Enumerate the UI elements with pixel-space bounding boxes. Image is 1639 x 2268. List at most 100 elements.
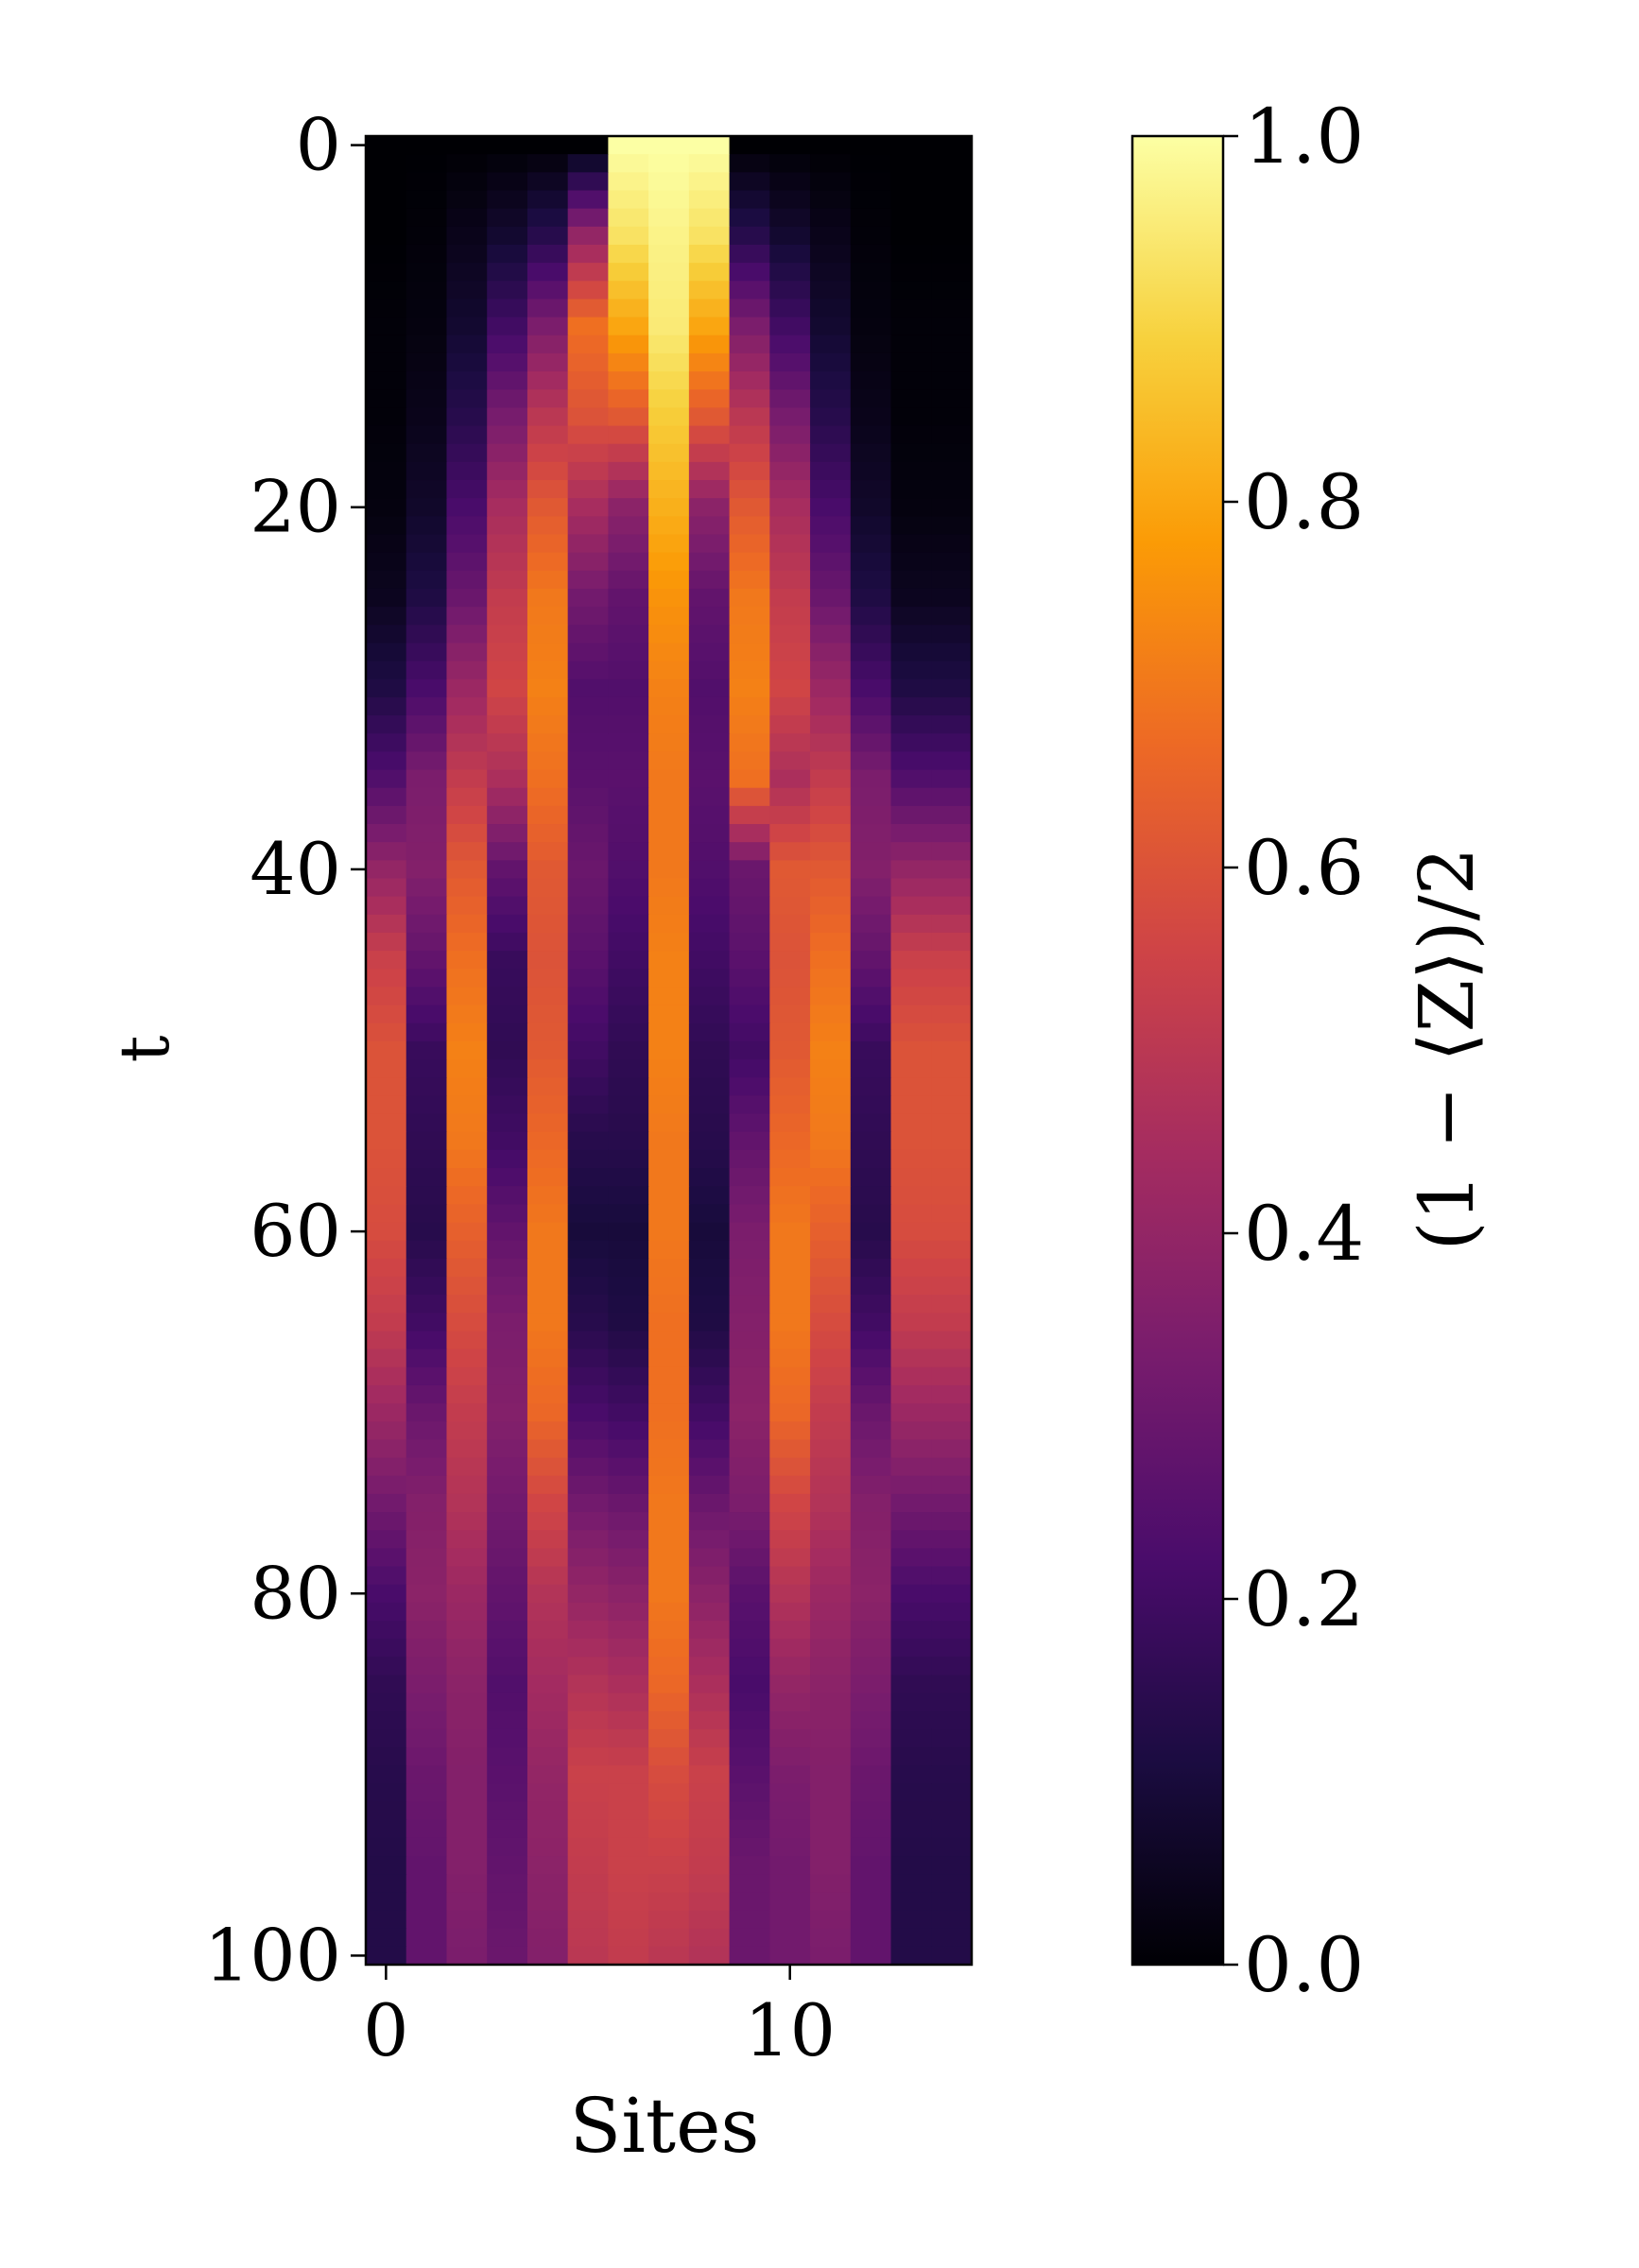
heatmap-cell	[769, 352, 811, 372]
heatmap-cell	[405, 352, 448, 372]
heatmap-cell	[366, 425, 407, 445]
heatmap-cell	[931, 1095, 973, 1115]
heatmap-cell	[446, 1765, 488, 1785]
heatmap-cell	[366, 1295, 407, 1314]
heatmap-cell	[648, 1692, 690, 1712]
heatmap-cell	[769, 1747, 811, 1766]
heatmap-cell	[931, 1493, 973, 1513]
heatmap-cell	[931, 643, 973, 662]
heatmap-cell	[608, 1113, 649, 1133]
heatmap-cell	[405, 1457, 448, 1477]
heatmap-cell	[608, 1349, 649, 1368]
heatmap-cell	[769, 1928, 811, 1948]
heatmap-cell	[405, 425, 448, 445]
heatmap-cell	[931, 696, 973, 716]
heatmap-cell	[648, 552, 690, 572]
heatmap-cell	[648, 878, 690, 898]
heatmap-cell	[608, 136, 649, 155]
heatmap-cell	[850, 1349, 892, 1368]
heatmap-cell	[526, 461, 569, 481]
heatmap-cell	[567, 987, 609, 1006]
heatmap-cell	[567, 1710, 609, 1730]
heatmap-cell	[567, 1892, 609, 1912]
heatmap-cell	[405, 932, 448, 952]
heatmap-cell	[890, 425, 932, 445]
heatmap-cell	[446, 1295, 488, 1314]
heatmap-cell	[487, 1620, 528, 1640]
heatmap-cell	[729, 588, 770, 608]
heatmap-cell	[487, 1439, 528, 1459]
heatmap-cell	[890, 1295, 932, 1314]
heatmap-cell	[648, 1313, 690, 1332]
heatmap-cell	[769, 1493, 811, 1513]
heatmap-cell	[729, 1584, 770, 1604]
heatmap-cell	[769, 1276, 811, 1296]
heatmap-cell	[648, 299, 690, 318]
heatmap-cell	[526, 1403, 569, 1422]
heatmap-cell	[487, 588, 528, 608]
heatmap-cell	[366, 1728, 407, 1748]
heatmap-cell	[931, 842, 973, 861]
heatmap-cell	[405, 1168, 448, 1187]
heatmap-cell	[526, 1421, 569, 1441]
heatmap-cell	[810, 1657, 852, 1676]
heatmap-cell	[366, 1204, 407, 1224]
heatmap-cell	[405, 516, 448, 536]
heatmap-cell	[567, 1530, 609, 1549]
heatmap-cell	[487, 1131, 528, 1151]
heatmap-cell	[850, 516, 892, 536]
heatmap-cell	[446, 1113, 488, 1133]
heatmap-cell	[890, 969, 932, 988]
heatmap-cell	[608, 263, 649, 282]
heatmap-cell	[366, 1421, 407, 1441]
heatmap-cell	[366, 1639, 407, 1658]
heatmap-cell	[850, 534, 892, 554]
heatmap-cell	[931, 1910, 973, 1930]
heatmap-cell	[648, 1276, 690, 1296]
heatmap-cell	[931, 625, 973, 644]
heatmap-cell	[648, 1113, 690, 1133]
heatmap-cell	[648, 588, 690, 608]
heatmap-cell	[366, 1566, 407, 1586]
heatmap-cell	[648, 1131, 690, 1151]
heatmap-cell	[931, 607, 973, 626]
heatmap-cell	[366, 1366, 407, 1386]
heatmap-cell	[890, 1222, 932, 1242]
heatmap-cell	[366, 317, 407, 336]
heatmap-cell	[567, 226, 609, 246]
heatmap-cell	[688, 1548, 731, 1568]
heatmap-cell	[648, 1366, 690, 1386]
heatmap-cell	[405, 389, 448, 408]
heatmap-cell	[810, 172, 852, 192]
heatmap-cell	[890, 208, 932, 228]
heatmap-cell	[931, 552, 973, 572]
heatmap-cell	[567, 1801, 609, 1821]
heatmap-cell	[850, 1313, 892, 1332]
heatmap-cell	[405, 1837, 448, 1857]
heatmap-cell	[487, 1856, 528, 1875]
heatmap-cell	[608, 1222, 649, 1242]
heatmap-cell	[608, 1439, 649, 1459]
heatmap-cell	[688, 842, 731, 861]
heatmap-cell	[890, 1657, 932, 1676]
heatmap-cell	[608, 1584, 649, 1604]
heatmap-cell	[890, 1475, 932, 1495]
heatmap-cell	[931, 136, 973, 155]
heatmap-cell	[526, 1384, 569, 1404]
heatmap-cell	[526, 842, 569, 861]
colorbar-axis: 0.00.20.40.60.81.0	[1223, 93, 1364, 2009]
heatmap-cell	[487, 1186, 528, 1205]
heatmap-cell	[487, 263, 528, 282]
heatmap-cell	[850, 461, 892, 481]
heatmap-cell	[769, 1856, 811, 1875]
heatmap-cell	[890, 172, 932, 192]
heatmap-cell	[526, 1512, 569, 1531]
heatmap-cell	[487, 1366, 528, 1386]
heatmap-cell	[769, 1620, 811, 1640]
heatmap-cell	[405, 1186, 448, 1205]
heatmap-cell	[890, 1548, 932, 1568]
heatmap-cell	[810, 1186, 852, 1205]
heatmap-cell	[890, 1512, 932, 1531]
heatmap-cell	[769, 969, 811, 988]
